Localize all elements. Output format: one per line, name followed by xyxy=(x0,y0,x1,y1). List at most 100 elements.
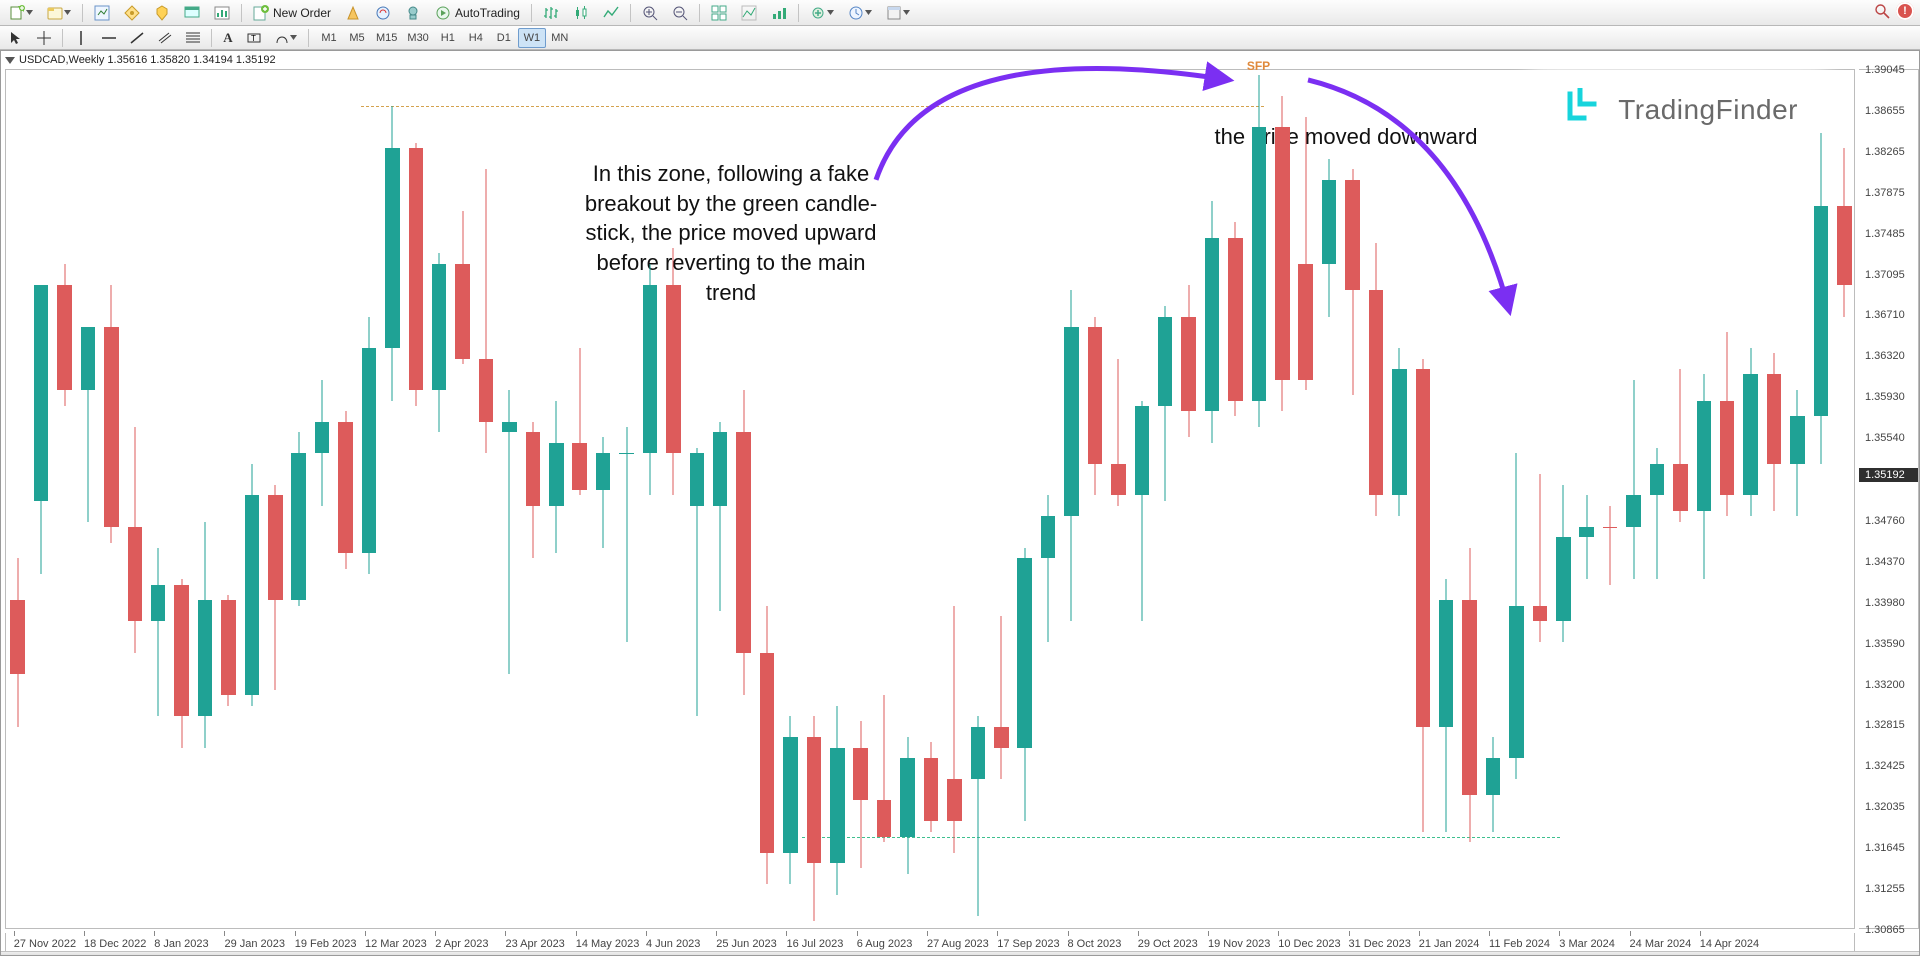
price-axis: 1.390451.386551.382651.378751.374851.370… xyxy=(1859,69,1919,929)
candle xyxy=(971,70,986,930)
candlestick-icon[interactable] xyxy=(568,2,594,24)
chart-menu-icon[interactable] xyxy=(5,55,15,65)
chart-canvas[interactable]: TradingFinder SFP In this zone, followin… xyxy=(5,69,1855,929)
candle xyxy=(1767,70,1782,930)
candle xyxy=(572,70,587,930)
candle xyxy=(1064,70,1079,930)
candle xyxy=(1322,70,1337,930)
candle xyxy=(502,70,517,930)
new-order-button[interactable]: New Order xyxy=(248,2,336,24)
price-tick: 1.36710 xyxy=(1859,309,1918,321)
candle xyxy=(1556,70,1571,930)
chart-title-bar: USDCAD,Weekly 1.35616 1.35820 1.34194 1.… xyxy=(5,54,276,66)
timeframe-m5[interactable]: M5 xyxy=(343,28,371,48)
candle xyxy=(104,70,119,930)
periodicity-button[interactable] xyxy=(843,2,877,24)
data-window-icon[interactable] xyxy=(149,2,175,24)
expert-advisors-icon[interactable] xyxy=(400,2,426,24)
text-label-icon[interactable]: T xyxy=(242,28,266,48)
tile-windows-icon[interactable] xyxy=(706,2,732,24)
candle xyxy=(1181,70,1196,930)
signals-icon[interactable] xyxy=(370,2,396,24)
candle xyxy=(245,70,260,930)
terminal-icon[interactable] xyxy=(179,2,205,24)
time-tick: 21 Jan 2024 xyxy=(1419,938,1480,950)
trendline-icon[interactable] xyxy=(125,28,149,48)
autotrading-button[interactable]: AutoTrading xyxy=(430,2,525,24)
horizontal-line-icon[interactable] xyxy=(97,28,121,48)
profiles-button[interactable] xyxy=(42,2,76,24)
equidistant-channel-icon[interactable] xyxy=(153,28,177,48)
candle xyxy=(1252,70,1267,930)
chart-window: USDCAD,Weekly 1.35616 1.35820 1.34194 1.… xyxy=(0,50,1920,956)
candle xyxy=(432,70,447,930)
line-chart-icon[interactable] xyxy=(598,2,624,24)
time-tick: 8 Jan 2023 xyxy=(154,938,208,950)
navigator-icon[interactable] xyxy=(119,2,145,24)
zoom-in-icon[interactable] xyxy=(637,2,663,24)
timeframe-m15[interactable]: M15 xyxy=(371,28,402,48)
time-tick: 25 Jun 2023 xyxy=(716,938,777,950)
candle xyxy=(57,70,72,930)
objects-button[interactable] xyxy=(270,28,302,48)
market-watch-icon[interactable] xyxy=(89,2,115,24)
candle xyxy=(1579,70,1594,930)
timeframe-d1[interactable]: D1 xyxy=(490,28,518,48)
indicators-button[interactable] xyxy=(805,2,839,24)
alert-badge[interactable]: ! xyxy=(1896,2,1914,20)
time-tick: 31 Dec 2023 xyxy=(1349,938,1411,950)
time-tick: 29 Jan 2023 xyxy=(224,938,285,950)
bar-chart-icon[interactable] xyxy=(538,2,564,24)
new-order-label: New Order xyxy=(273,6,331,20)
candle xyxy=(994,70,1009,930)
timeframe-m1[interactable]: M1 xyxy=(315,28,343,48)
candle xyxy=(924,70,939,930)
zoom-out-icon[interactable] xyxy=(667,2,693,24)
candle xyxy=(1626,70,1641,930)
candle xyxy=(736,70,751,930)
candle xyxy=(315,70,330,930)
candle xyxy=(1392,70,1407,930)
strategy-tester-icon[interactable] xyxy=(209,2,235,24)
candle xyxy=(1111,70,1126,930)
candle xyxy=(1837,70,1852,930)
metaquotes-icon[interactable] xyxy=(340,2,366,24)
crosshair-icon[interactable] xyxy=(32,28,56,48)
price-tick: 1.35930 xyxy=(1859,391,1918,403)
price-tick: 1.31645 xyxy=(1859,842,1918,854)
price-tick: 1.38655 xyxy=(1859,105,1918,117)
timeframe-mn[interactable]: MN xyxy=(546,28,574,48)
candle xyxy=(1017,70,1032,930)
price-tick: 1.33980 xyxy=(1859,597,1918,609)
cursor-icon[interactable] xyxy=(4,28,28,48)
bottom-tab-strip xyxy=(1,951,1919,955)
vertical-line-icon[interactable] xyxy=(69,28,93,48)
search-icon[interactable] xyxy=(1874,3,1890,19)
candle xyxy=(174,70,189,930)
time-tick: 14 May 2023 xyxy=(576,938,640,950)
indicators-list-icon[interactable] xyxy=(736,2,762,24)
timeframe-h1[interactable]: H1 xyxy=(434,28,462,48)
candle xyxy=(128,70,143,930)
timeframe-m30[interactable]: M30 xyxy=(402,28,433,48)
candle xyxy=(1650,70,1665,930)
candle xyxy=(221,70,236,930)
timeframe-w1[interactable]: W1 xyxy=(518,28,546,48)
new-chart-button[interactable] xyxy=(4,2,38,24)
time-tick: 11 Feb 2024 xyxy=(1489,938,1550,950)
candle xyxy=(1088,70,1103,930)
candle xyxy=(783,70,798,930)
shift-end-icon[interactable] xyxy=(766,2,792,24)
text-tool-icon[interactable]: A xyxy=(218,28,238,48)
fibonacci-icon[interactable] xyxy=(181,28,205,48)
templates-button[interactable] xyxy=(881,2,915,24)
time-tick: 29 Oct 2023 xyxy=(1138,938,1198,950)
time-tick: 18 Dec 2022 xyxy=(84,938,146,950)
time-tick: 17 Sep 2023 xyxy=(997,938,1059,950)
candle xyxy=(1603,70,1618,930)
candle xyxy=(596,70,611,930)
timeframe-h4[interactable]: H4 xyxy=(462,28,490,48)
price-marker: 1.35192 xyxy=(1859,468,1918,482)
price-tick: 1.33590 xyxy=(1859,638,1918,650)
candle xyxy=(479,70,494,930)
